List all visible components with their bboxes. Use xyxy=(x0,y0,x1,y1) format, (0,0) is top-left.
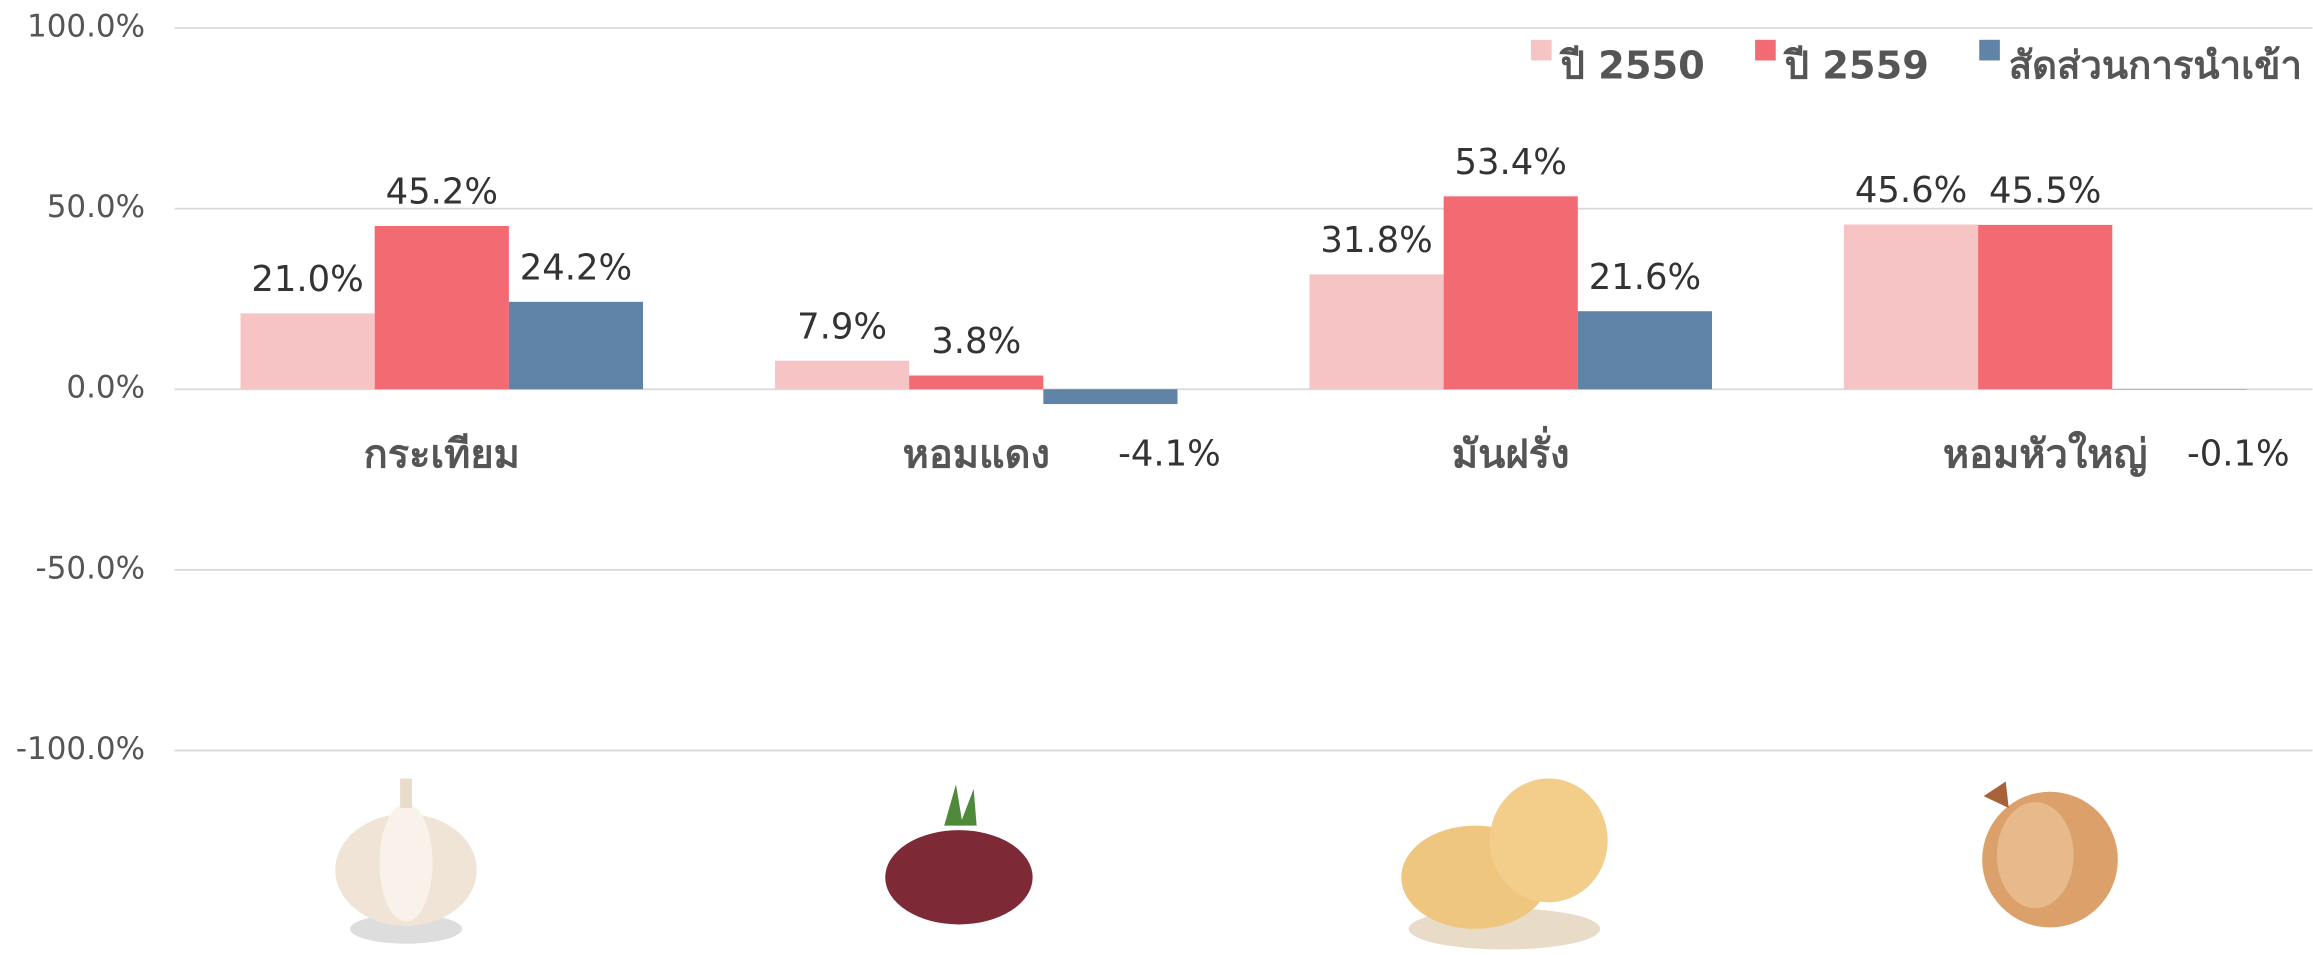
value-label: 45.2% xyxy=(386,172,498,213)
value-label: 53.4% xyxy=(1455,142,1567,183)
garlic-icon xyxy=(335,778,477,943)
bar xyxy=(1043,389,1177,404)
y-tick-label: -100.0% xyxy=(16,731,145,767)
value-label: -4.1% xyxy=(1118,434,1221,475)
bar xyxy=(1444,196,1578,389)
shallot-icon xyxy=(885,784,1032,924)
bar xyxy=(375,226,509,389)
legend-swatch xyxy=(1755,40,1776,61)
legend-swatch xyxy=(1979,40,2000,61)
y-tick-label: 0.0% xyxy=(66,370,145,406)
x-tick-label: กระเทียม xyxy=(364,432,520,478)
y-tick-label: 100.0% xyxy=(27,9,145,45)
bar xyxy=(1578,311,1712,389)
value-label: 45.6% xyxy=(1855,170,1967,211)
value-label: 3.8% xyxy=(931,321,1021,362)
legend-label: ปี 2559 xyxy=(1783,43,1929,88)
legend-label: ปี 2550 xyxy=(1559,43,1705,88)
legend-label: สัดส่วนการนำเข้า xyxy=(2009,43,2302,88)
potato-icon xyxy=(1401,778,1607,949)
onion-icon xyxy=(1982,781,2118,927)
value-label: 24.2% xyxy=(520,247,632,288)
x-tick-label: หอมแดง xyxy=(903,432,1050,478)
value-label: 7.9% xyxy=(797,306,887,347)
x-tick-label: มันฝรั่ง xyxy=(1452,426,1570,478)
bar xyxy=(1844,225,1978,390)
y-tick-label: 50.0% xyxy=(47,189,145,225)
legend-swatch xyxy=(1531,40,1552,61)
value-label: 21.6% xyxy=(1589,257,1701,298)
bar xyxy=(775,361,909,390)
bar xyxy=(1978,225,2112,389)
bar xyxy=(1309,274,1443,389)
value-label: 31.8% xyxy=(1320,220,1432,261)
value-label: -0.1% xyxy=(2187,434,2290,475)
bar xyxy=(509,302,643,389)
x-tick-label: หอมหัวใหญ่ xyxy=(1943,431,2148,478)
y-tick-label: -50.0% xyxy=(36,550,146,586)
bar xyxy=(909,376,1043,390)
value-label: 45.5% xyxy=(1989,170,2101,211)
value-label: 21.0% xyxy=(251,259,363,300)
bar xyxy=(241,313,375,389)
